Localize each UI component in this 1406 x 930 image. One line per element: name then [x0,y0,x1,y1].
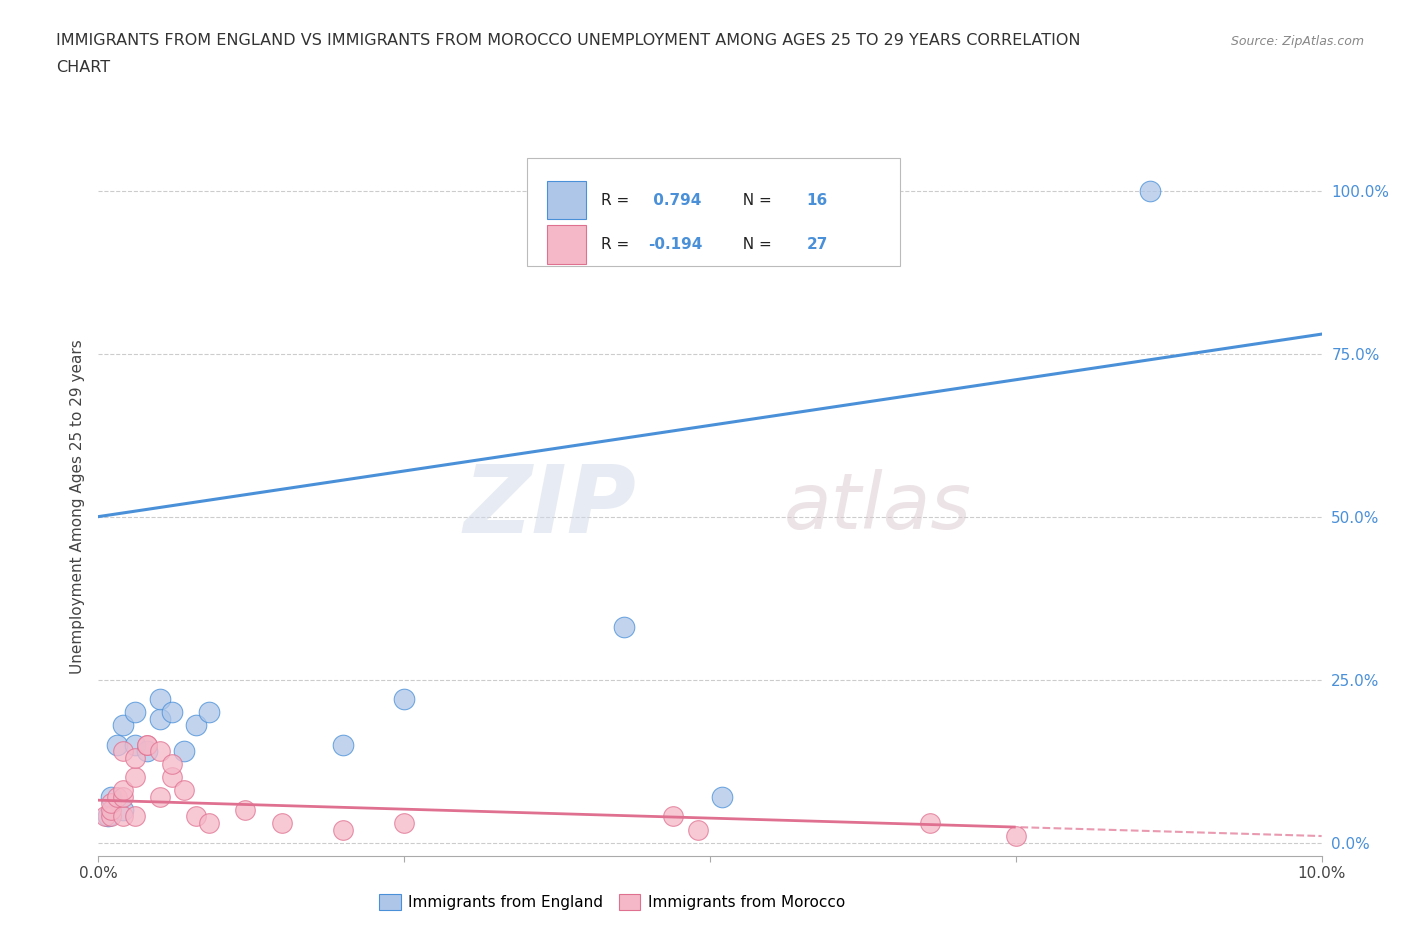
Point [100,803,122,817]
Point [124,705,146,720]
Point [124,737,146,752]
Point [97,809,120,824]
Point [111,783,134,798]
Text: 16: 16 [807,193,828,207]
Point [332,822,354,837]
Point [332,737,354,752]
Point [111,790,134,804]
Point [149,711,172,726]
Point [186,718,208,733]
Text: 27: 27 [807,237,828,252]
Text: atlas: atlas [783,469,972,545]
Point [105,737,128,752]
Text: IMMIGRANTS FROM ENGLAND VS IMMIGRANTS FROM MOROCCO UNEMPLOYMENT AMONG AGES 25 TO: IMMIGRANTS FROM ENGLAND VS IMMIGRANTS FR… [56,33,1081,47]
Point [100,790,122,804]
Point [197,816,219,830]
Point [105,790,128,804]
Point [711,790,734,804]
Point [136,737,159,752]
Point [93,809,115,824]
Text: N =: N = [734,237,778,252]
Point [100,796,122,811]
Point [111,718,134,733]
Point [149,744,172,759]
Text: N =: N = [734,193,778,207]
Point [392,692,416,707]
Point [149,692,172,707]
Text: R =: R = [602,193,634,207]
Point [613,620,636,635]
Text: ZIP: ZIP [464,461,637,552]
Text: R =: R = [602,237,634,252]
Point [1004,829,1026,844]
Text: CHART: CHART [56,60,110,75]
Point [160,770,183,785]
Point [124,809,146,824]
Point [662,809,685,824]
Point [270,816,292,830]
Point [173,744,195,759]
Point [920,816,942,830]
Point [136,737,159,752]
Point [149,790,172,804]
Point [100,809,122,824]
FancyBboxPatch shape [526,158,900,266]
Text: Source: ZipAtlas.com: Source: ZipAtlas.com [1230,35,1364,48]
Text: 0.794: 0.794 [648,193,702,207]
Point [160,705,183,720]
Y-axis label: Unemployment Among Ages 25 to 29 years: Unemployment Among Ages 25 to 29 years [69,339,84,674]
Point [124,751,146,765]
Point [111,809,134,824]
Text: -0.194: -0.194 [648,237,702,252]
Point [136,744,159,759]
Point [197,705,219,720]
FancyBboxPatch shape [547,225,586,264]
FancyBboxPatch shape [547,180,586,219]
Point [173,783,195,798]
Point [111,803,134,817]
Legend: Immigrants from England, Immigrants from Morocco: Immigrants from England, Immigrants from… [371,886,852,918]
Point [686,822,709,837]
Point [233,803,256,817]
Point [160,757,183,772]
Point [111,744,134,759]
Point [1139,183,1161,198]
Point [392,816,416,830]
Point [186,809,208,824]
Point [124,770,146,785]
